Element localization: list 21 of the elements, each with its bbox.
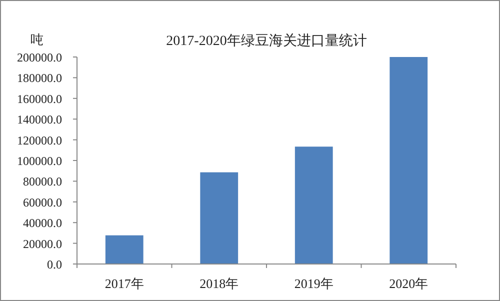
bar	[105, 235, 144, 264]
y-tick-label: 100000.0	[17, 154, 62, 168]
x-tick-label: 2019年	[294, 276, 334, 291]
bar	[390, 57, 428, 264]
y-tick-label: 40000.0	[23, 216, 62, 230]
y-tick-label: 160000.0	[17, 92, 62, 106]
chart-title: 2017-2020年绿豆海关进口量统计	[166, 33, 367, 49]
x-tick-label: 2017年	[104, 276, 144, 291]
y-tick-label: 140000.0	[17, 112, 62, 127]
y-axis-title: 吨	[30, 32, 44, 47]
x-tick-label: 2018年	[200, 276, 239, 291]
y-tick-label: 60000.0	[23, 195, 62, 210]
y-tick-label: 20000.0	[23, 236, 62, 251]
bar	[200, 172, 238, 264]
y-tick-label: 120000.0	[17, 133, 62, 148]
bar	[294, 146, 333, 264]
y-tick-label: 0.0	[47, 258, 62, 272]
y-tick-label: 200000.0	[17, 50, 62, 64]
y-tick-label: 80000.0	[23, 174, 62, 189]
y-tick-label: 180000.0	[17, 71, 62, 86]
x-tick-label: 2020年	[389, 276, 428, 291]
